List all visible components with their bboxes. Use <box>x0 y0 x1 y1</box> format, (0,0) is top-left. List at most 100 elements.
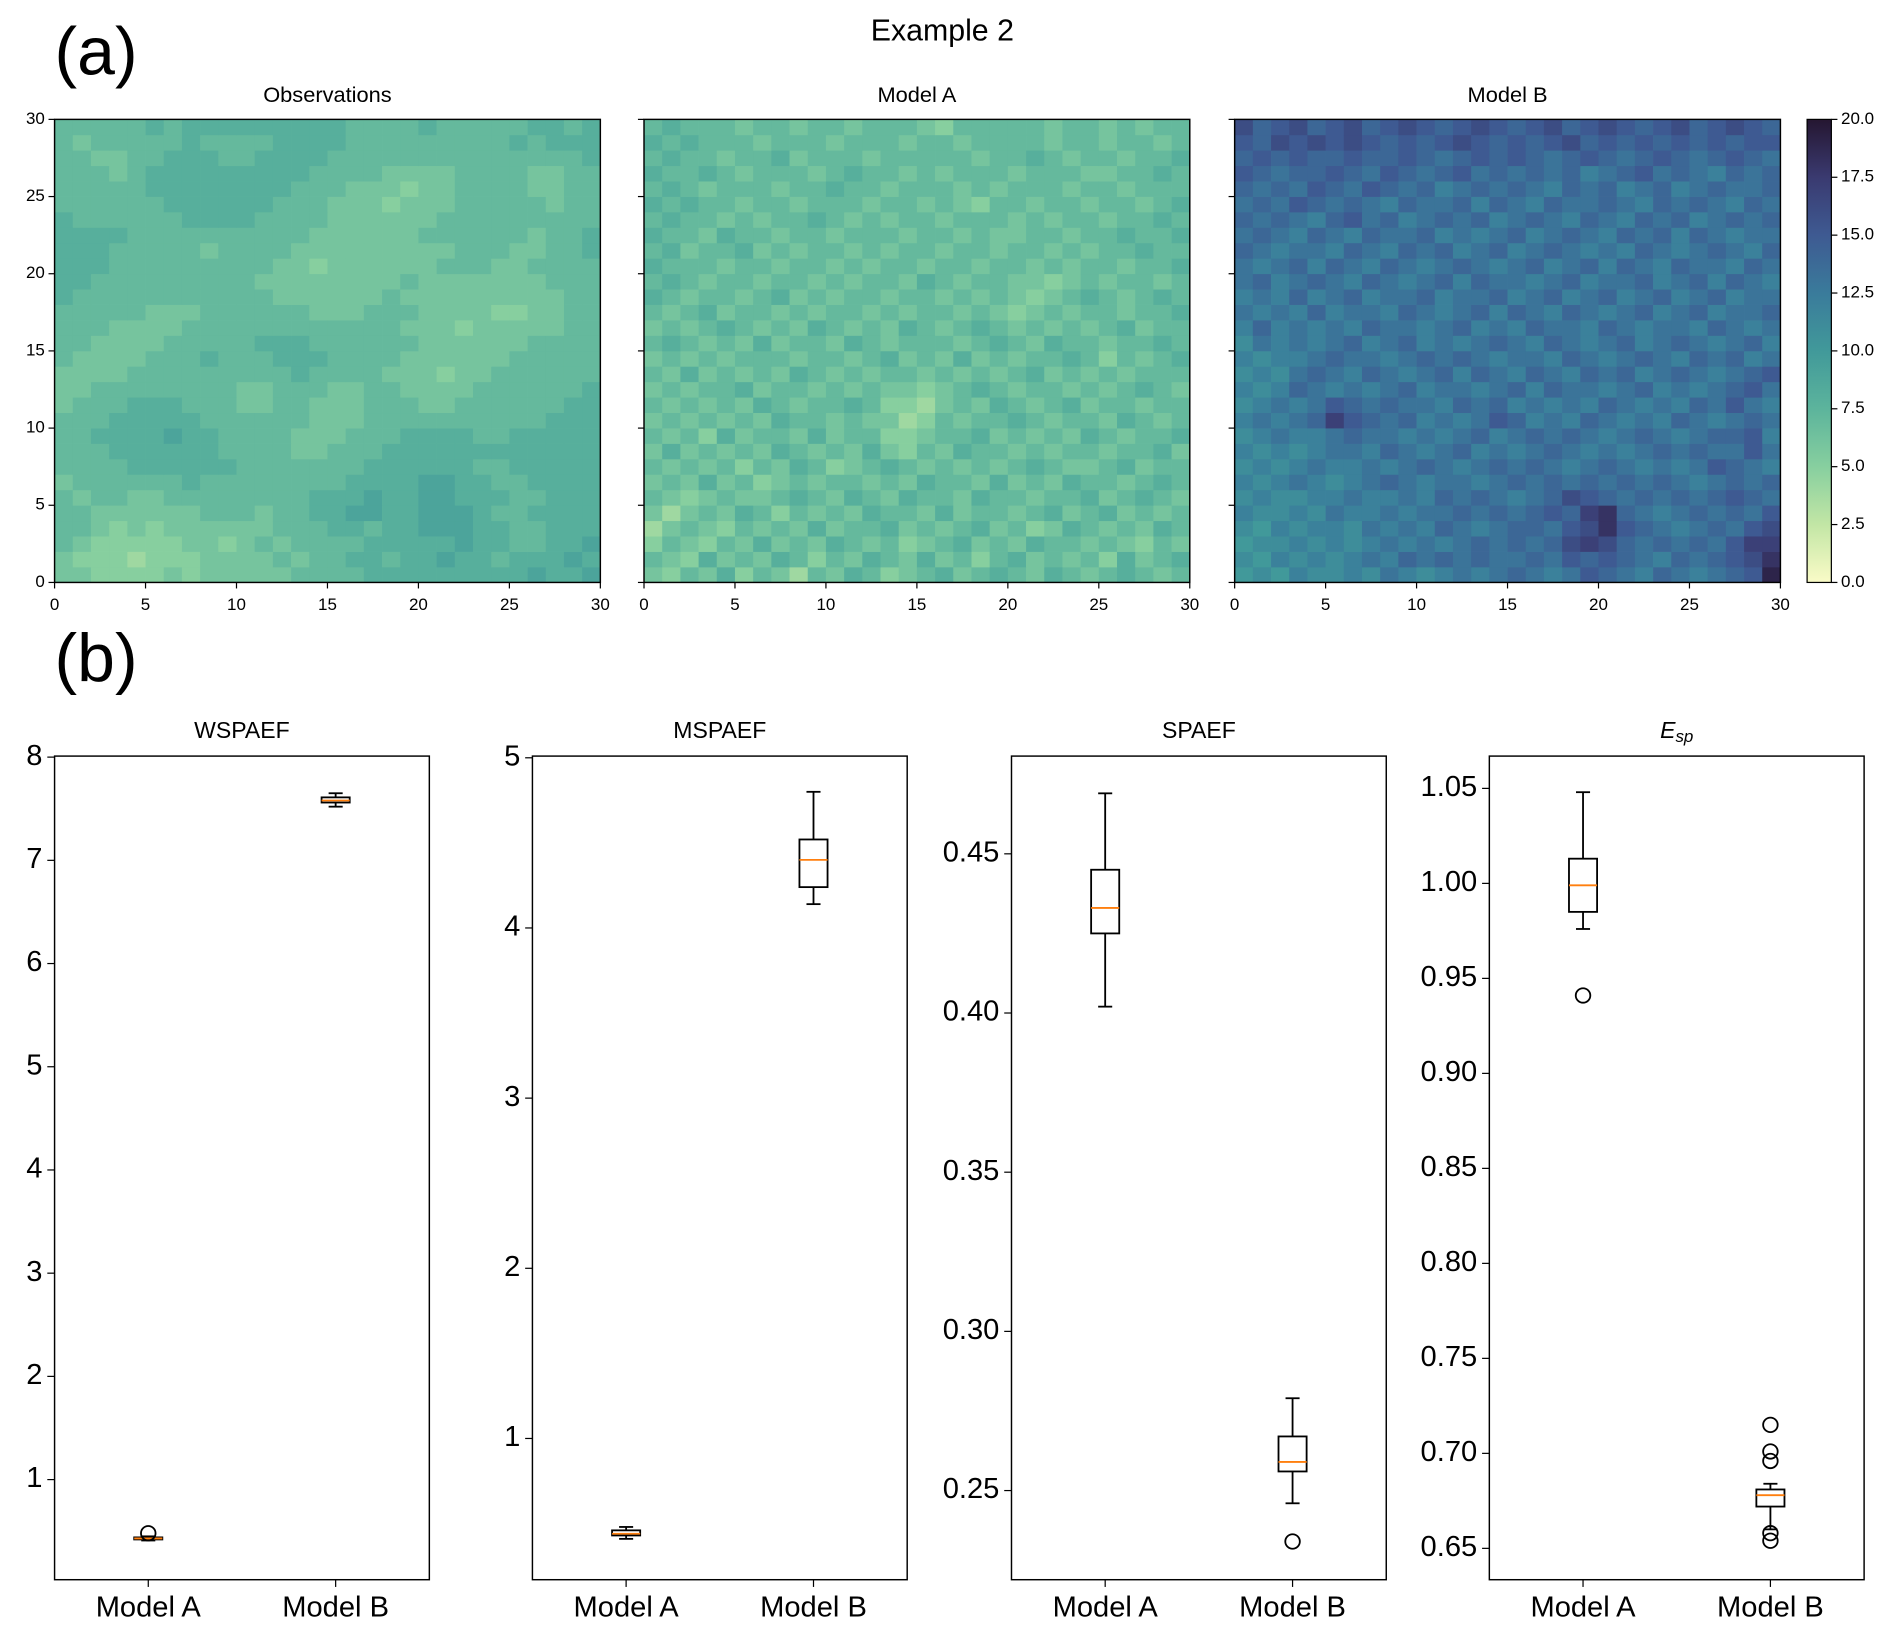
heatmap-cell <box>662 165 681 182</box>
heatmap-cell <box>1634 134 1654 151</box>
heatmap-cell <box>1044 320 1063 336</box>
heatmap-cell <box>1234 196 1254 213</box>
heatmap-cell <box>1098 381 1118 398</box>
heatmap-cell <box>1416 458 1436 475</box>
heatmap-cell <box>1171 443 1191 460</box>
heatmap-cell <box>971 505 991 522</box>
heatmap-cell <box>1580 489 1599 506</box>
heatmap-cell <box>825 567 845 583</box>
heatmap-cell <box>1153 536 1172 552</box>
heatmap-cell <box>1489 551 1508 568</box>
heatmap-cell <box>825 134 845 151</box>
heatmap-cell <box>254 335 274 352</box>
heatmap-cell <box>563 150 583 167</box>
heatmap-cell <box>200 412 219 429</box>
heatmap-cell <box>898 428 918 444</box>
heatmap-cell <box>1598 350 1618 367</box>
heatmap-cell <box>1007 366 1027 383</box>
heatmap-cell <box>916 196 936 213</box>
heatmap-cell <box>1762 181 1781 197</box>
heatmap-cell <box>789 489 809 506</box>
heatmap-cell <box>716 520 736 537</box>
heatmap-cell <box>1098 505 1118 522</box>
heatmap-cell <box>971 366 991 383</box>
heatmap-cell <box>1434 458 1454 475</box>
heatmap-cell <box>1062 366 1081 383</box>
heatmap-cell <box>309 443 328 460</box>
heatmap-cell <box>1062 150 1081 167</box>
heatmap-cell <box>1452 350 1472 367</box>
heatmap-cell <box>363 289 383 305</box>
heatmap-cell <box>716 227 736 244</box>
heatmap-cell <box>1707 366 1727 383</box>
heatmap-cell <box>1271 412 1290 429</box>
heatmap-cell <box>1153 181 1172 197</box>
heatmap-cell <box>1361 489 1381 506</box>
y-tick-label: 5 <box>26 1049 42 1081</box>
flier <box>1762 1525 1779 1542</box>
heatmap-cell <box>418 443 437 460</box>
heatmap-cell <box>916 567 936 583</box>
heatmap-cell <box>545 211 565 228</box>
heatmap-cell <box>436 181 456 197</box>
heatmap-cell <box>825 520 845 537</box>
heatmap-cell <box>734 397 754 414</box>
heatmap-cell <box>1307 458 1326 475</box>
heatmap-cell <box>862 196 881 213</box>
heatmap-cell <box>1026 458 1045 475</box>
heatmap-cell <box>1744 443 1763 460</box>
heatmap-cell <box>382 289 401 305</box>
heatmap-cell <box>1098 520 1118 537</box>
heatmap-cell <box>1007 505 1027 522</box>
heatmap-cell <box>1634 119 1654 136</box>
heatmap-cell <box>1452 134 1472 151</box>
heatmap-cell <box>418 381 437 398</box>
heatmap-cell <box>291 119 310 136</box>
heatmap-cell <box>1026 536 1045 552</box>
heatmap-cell <box>127 474 146 491</box>
heatmap-cell <box>200 258 219 275</box>
heatmap-cell <box>127 428 146 444</box>
heatmap-cell <box>545 381 565 398</box>
heatmap-cell <box>491 258 510 275</box>
heatmap-cell <box>789 165 809 182</box>
heatmap-cell <box>1507 366 1527 383</box>
heatmap-cell <box>1471 335 1490 352</box>
heatmap-cell <box>327 181 347 197</box>
heatmap-cell <box>1689 520 1709 537</box>
heatmap-cell <box>1343 458 1363 475</box>
heatmap-cell <box>1744 196 1763 213</box>
heatmap-cell <box>734 567 754 583</box>
heatmap-cell <box>898 489 918 506</box>
heatmap-cell <box>898 227 918 244</box>
heatmap-cell <box>1117 211 1136 228</box>
heatmap-cell <box>1616 551 1636 568</box>
heatmap-cell <box>145 458 165 475</box>
y-tick-label: 1 <box>26 1462 42 1494</box>
heatmap-cell <box>454 567 474 583</box>
heatmap-cell <box>1325 119 1345 136</box>
heatmap-cell <box>309 119 328 136</box>
heatmap-cell <box>1307 428 1326 444</box>
heatmap-cell <box>509 381 528 398</box>
heatmap-cell <box>363 505 383 522</box>
heatmap-cell <box>789 227 809 244</box>
heatmap-cell <box>582 181 601 197</box>
heatmap-cell <box>582 150 601 167</box>
heatmap-cell <box>291 227 310 244</box>
colorbar-tick-label: 7.5 <box>1841 398 1865 417</box>
heatmap-cell <box>1653 381 1672 398</box>
heatmap-cell <box>1398 320 1417 336</box>
heatmap-cell <box>363 520 383 537</box>
heatmap-cell <box>935 273 954 290</box>
heatmap-cell <box>1044 273 1063 290</box>
heatmap-cell <box>1080 428 1100 444</box>
heatmap-cell <box>109 428 128 444</box>
heatmap-cell <box>1325 381 1345 398</box>
heatmap-cell <box>1062 258 1081 275</box>
heatmap-cell <box>54 412 74 429</box>
heatmap-cell <box>1725 289 1745 305</box>
heatmap-cell <box>327 273 347 290</box>
heatmap-cell <box>345 289 365 305</box>
heatmap-cell <box>1271 366 1290 383</box>
